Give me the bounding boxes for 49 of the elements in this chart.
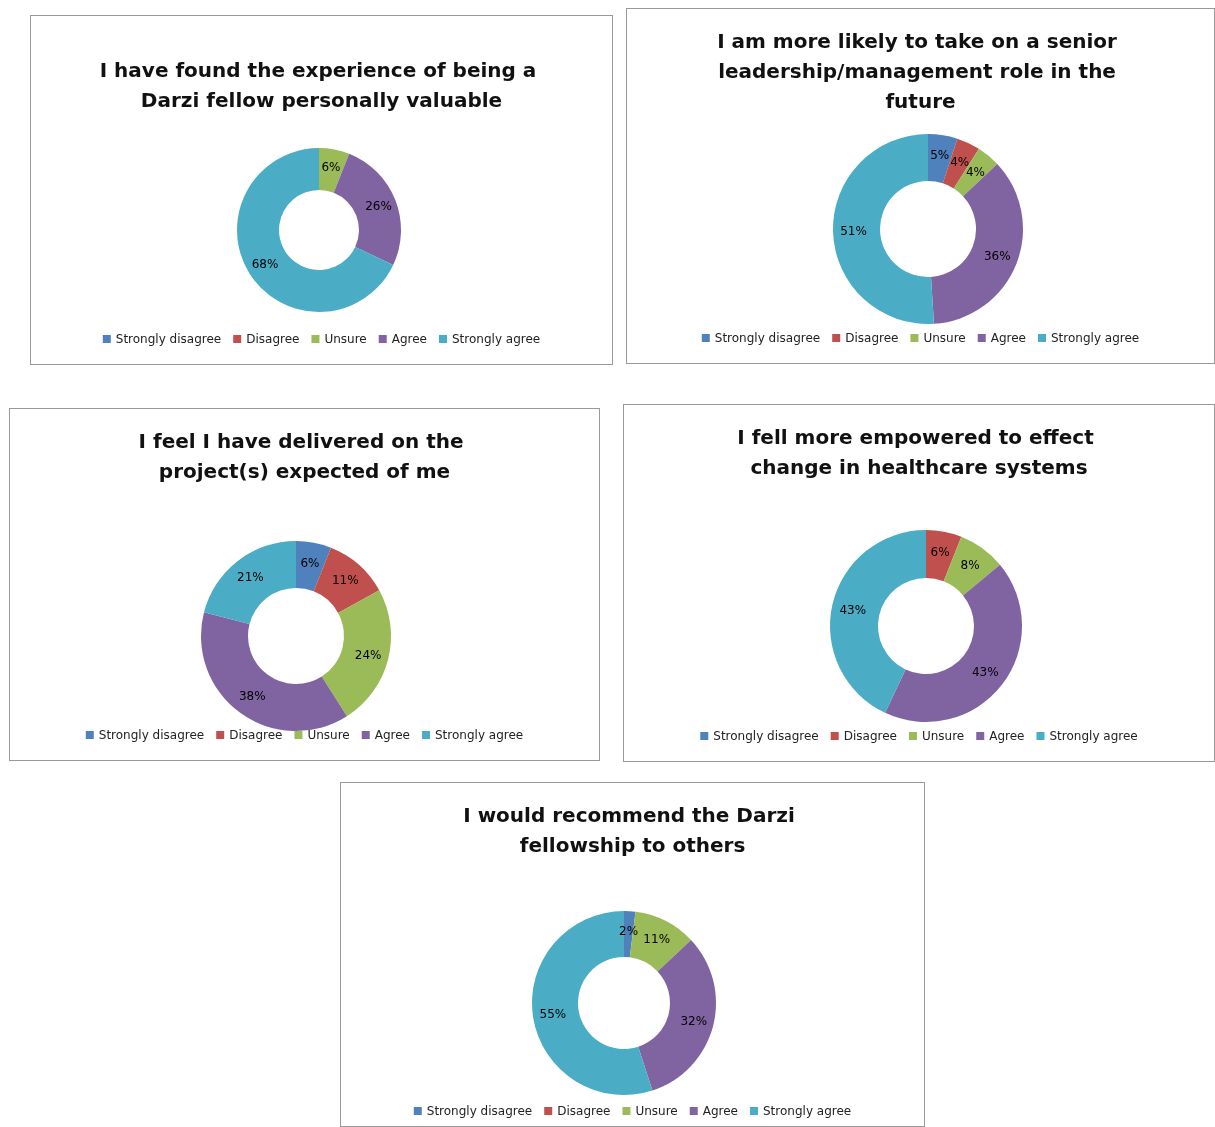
data-label: 36% [983,249,1011,264]
legend-label: Unsure [307,728,350,742]
legend-label: Strongly agree [1051,331,1140,345]
legend-label: Agree [990,331,1026,345]
legend-label: Unsure [635,1104,678,1118]
data-label: 38% [238,689,266,704]
legend-label: Unsure [923,331,966,345]
legend-label: Strongly disagree [115,332,222,346]
legend-label: Disagree [843,729,897,743]
data-label: 11% [643,931,671,946]
data-label: 26% [365,199,392,214]
chart-title: I have found the experience of being a Darzi fellow personally valuable [99,58,544,112]
legend-label: Strongly agree [763,1104,852,1118]
legend-label: Agree [989,729,1025,743]
data-label: 11% [331,573,359,588]
legend-label: Strongly disagree [713,729,819,743]
data-label: 55% [539,1007,567,1022]
legend-label: Unsure [324,332,367,346]
legend-label: Strongly disagree [426,1104,533,1118]
data-label: 24% [354,647,382,662]
legend-label: Unsure [921,729,965,743]
data-label: 6% [321,160,341,175]
data-label: 43% [971,664,999,679]
data-label: 6% [930,545,950,560]
data-label: 51% [840,224,867,239]
legend-label: Strongly disagree [98,728,205,742]
data-label: 43% [839,602,867,617]
data-label: 2% [619,924,639,939]
legend-label: Strongly agree [452,332,541,346]
legend-label: Strongly agree [1049,729,1138,743]
legend-label: Disagree [229,728,283,742]
chart-title: I would recommend the Darzi fellowship to others [463,803,802,857]
data-label: 68% [251,257,279,272]
data-label: 5% [930,148,950,163]
data-label: 6% [300,555,320,570]
chart-title: I fell more empowered to effect change in healthcare systems [737,425,1101,479]
chart-title: I am more likely to take on a senior leadership/management role in the future [717,29,1124,113]
data-label: 32% [680,1013,708,1028]
chart-title: I feel I have delivered on the project(s) expected of me [138,429,471,483]
data-label: 8% [960,558,980,573]
legend-label: Strongly disagree [714,331,821,345]
legend-label: Strongly agree [435,728,524,742]
legend-label: Agree [702,1104,738,1118]
legend-label: Agree [391,332,427,346]
legend-label: Disagree [845,331,899,345]
legend-label: Disagree [557,1104,611,1118]
legend-label: Agree [374,728,410,742]
legend-label: Disagree [246,332,300,346]
data-label: 21% [237,570,264,585]
